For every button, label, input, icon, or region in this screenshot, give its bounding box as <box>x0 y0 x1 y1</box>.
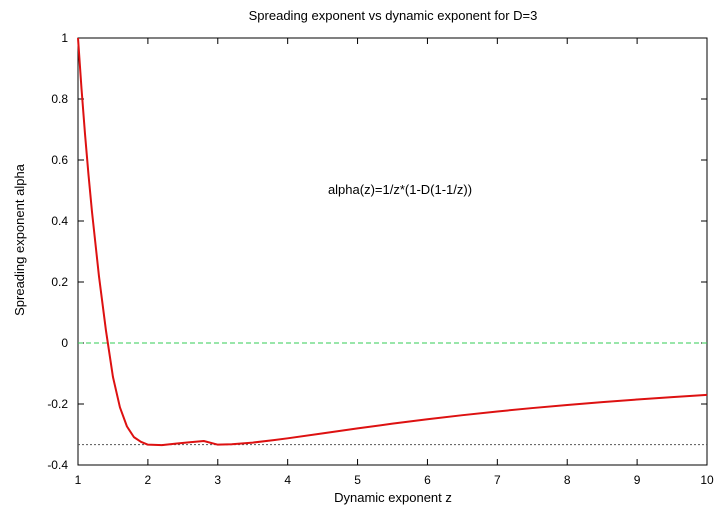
x-tick-label: 3 <box>214 473 221 487</box>
series-layer <box>77 37 708 447</box>
x-tick-label: 7 <box>494 473 501 487</box>
plot-border <box>77 37 708 466</box>
y-tick-label: 0.2 <box>51 275 68 289</box>
x-tick-label: 9 <box>634 473 641 487</box>
x-tick-label: 2 <box>145 473 152 487</box>
axis-ticks: 1 2 3 4 5 6 7 8 9 10 -0.4 -0.2 0 0.2 0.4 0.6 0.8 1 <box>47 31 714 487</box>
x-tick-label: 5 <box>354 473 361 487</box>
formula-annotation: alpha(z)=1/z*(1-D(1-1/z)) <box>328 182 472 197</box>
y-tick-label: -0.4 <box>47 458 68 472</box>
y-tick-label: 0.8 <box>51 92 68 106</box>
y-tick-label: 0.4 <box>51 214 68 228</box>
x-tick-label: 6 <box>424 473 431 487</box>
x-tick-label: 10 <box>700 473 714 487</box>
x-tick-label: 8 <box>564 473 571 487</box>
x-tick-label: 1 <box>75 473 82 487</box>
y-tick-label: 0.6 <box>51 153 68 167</box>
plot-frame <box>77 37 708 466</box>
y-tick-label: 0 <box>61 336 68 350</box>
chart-title: Spreading exponent vs dynamic exponent f… <box>249 8 538 23</box>
x-tick-label: 4 <box>284 473 291 487</box>
y-tick-label: 1 <box>61 31 68 45</box>
series-line-alpha <box>77 37 708 447</box>
y-tick-label: -0.2 <box>47 397 68 411</box>
x-axis-label: Dynamic exponent z <box>334 490 452 505</box>
y-axis-label: Spreading exponent alpha <box>12 163 27 316</box>
